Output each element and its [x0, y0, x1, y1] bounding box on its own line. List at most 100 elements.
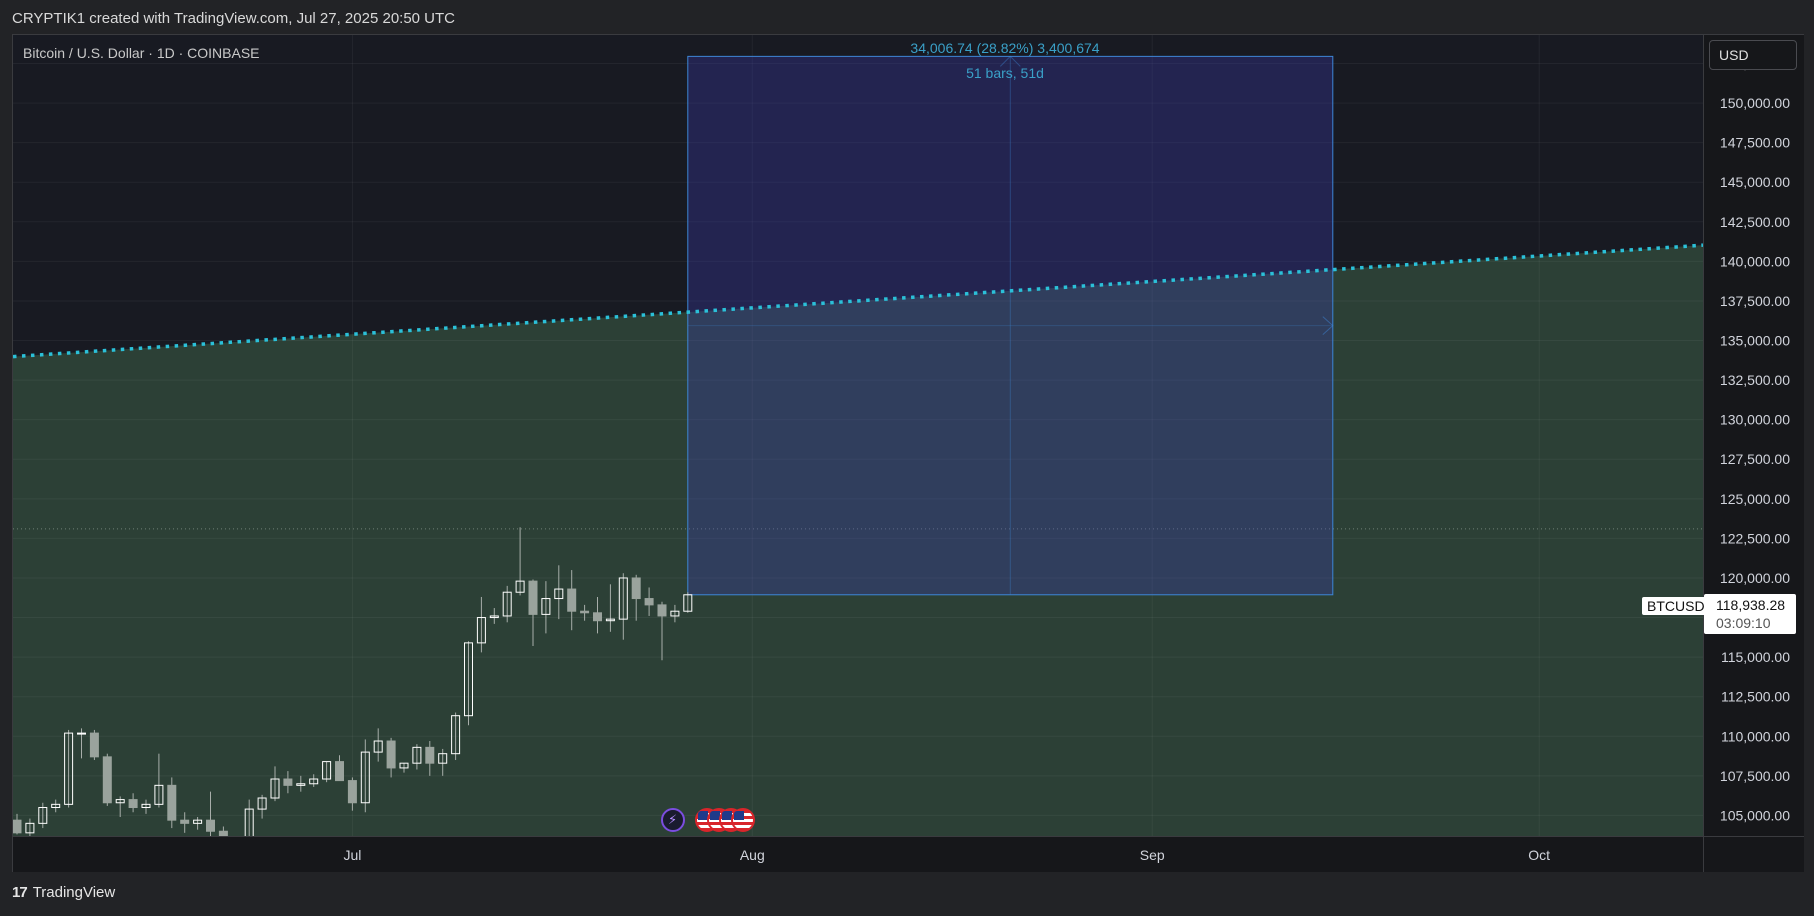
- y-tick-label: 110,000.00: [1721, 728, 1790, 744]
- candle: [580, 604, 590, 621]
- candle-body: [412, 746, 422, 764]
- candle-body: [373, 740, 383, 753]
- candle: [232, 871, 240, 916]
- candle: [154, 753, 164, 808]
- y-tick-label: 105,000.00: [1720, 807, 1790, 823]
- candle-body: [464, 642, 473, 717]
- x-tick-label: Aug: [740, 847, 765, 863]
- candle-body: [283, 778, 293, 786]
- price-axis-background: [1703, 35, 1804, 836]
- y-tick-label: 120,000.00: [1720, 570, 1790, 586]
- candle: [89, 729, 99, 761]
- candle: [128, 793, 138, 813]
- candle-body: [102, 756, 112, 804]
- measure-result-line1: 34,006.74 (28.82%) 3,400,674: [910, 40, 1100, 56]
- candle-body: [77, 732, 86, 735]
- candle-body: [115, 799, 125, 804]
- candle-body: [206, 819, 215, 832]
- candle: [167, 777, 177, 829]
- candle: [464, 641, 473, 726]
- x-tick-label: Jul: [343, 847, 361, 863]
- candle-body: [141, 803, 151, 809]
- candle: [77, 728, 86, 759]
- candle-body: [180, 819, 190, 824]
- candle-body: [618, 577, 628, 620]
- candle: [115, 796, 125, 818]
- candle-body: [593, 612, 602, 622]
- y-tick-label: 142,500.00: [1720, 214, 1790, 230]
- economic-events[interactable]: [661, 808, 761, 834]
- candle: [451, 712, 461, 761]
- candle: [141, 799, 151, 814]
- candle-body: [670, 610, 680, 617]
- candle-body: [38, 807, 48, 824]
- candle: [605, 584, 615, 632]
- candle: [64, 729, 74, 808]
- candle: [541, 581, 551, 634]
- candle: [270, 766, 280, 802]
- last-price-label: 118,938.28 03:09:10: [1704, 594, 1796, 634]
- chart-credit: CRYPTIK1 created with TradingView.com, J…: [12, 10, 456, 27]
- us-flag-icon[interactable]: [731, 808, 755, 832]
- candle-body: [154, 784, 164, 805]
- candle-body: [51, 803, 61, 809]
- candle: [322, 761, 332, 783]
- y-tick-label: 135,000.00: [1720, 333, 1790, 349]
- x-tick-label: Oct: [1528, 847, 1550, 863]
- brand-name: TradingView: [32, 884, 116, 901]
- candle-body: [89, 732, 99, 758]
- y-tick-label: 145,000.00: [1720, 174, 1790, 190]
- candle: [515, 527, 525, 596]
- candle: [631, 574, 641, 621]
- candle-body: [25, 822, 35, 834]
- candle-body: [347, 780, 357, 804]
- candle-body: [605, 618, 615, 622]
- candle: [51, 799, 61, 813]
- time-axis-background: [13, 836, 1804, 872]
- candle-body: [244, 808, 254, 836]
- candle-body: [657, 604, 667, 617]
- y-tick-label: 130,000.00: [1720, 412, 1790, 428]
- candle-body: [683, 594, 693, 612]
- candle: [412, 744, 422, 770]
- measure-arrow-head-up: [999, 55, 1021, 67]
- y-tick-label: 147,500.00: [1720, 135, 1790, 151]
- candle: [489, 608, 499, 624]
- tradingview-logo-icon: 17: [12, 884, 28, 901]
- candle-body: [438, 753, 448, 764]
- candle: [593, 596, 602, 634]
- candle: [206, 791, 215, 836]
- y-tick-label: 125,000.00: [1720, 491, 1790, 507]
- currency-button[interactable]: USD: [1709, 40, 1797, 70]
- lightning-icon[interactable]: [661, 808, 685, 832]
- candle-body: [193, 819, 203, 824]
- candle-body: [128, 799, 138, 809]
- candle: [309, 774, 319, 787]
- tradingview-brand[interactable]: 17 TradingView: [12, 884, 115, 901]
- candle-body: [360, 751, 370, 804]
- candle: [335, 755, 344, 782]
- candle-body: [399, 762, 409, 769]
- y-tick-label: 140,000.00: [1720, 253, 1790, 269]
- candle-body: [567, 588, 577, 612]
- candle-body: [476, 617, 486, 644]
- candle-body: [309, 778, 319, 785]
- candle-body: [451, 715, 461, 755]
- candle: [438, 748, 448, 776]
- candle: [102, 753, 112, 806]
- candle: [218, 826, 228, 836]
- candle: [567, 570, 577, 631]
- candle-body: [580, 610, 590, 614]
- candle: [283, 771, 293, 794]
- candle: [386, 737, 396, 778]
- bar-countdown: 03:09:10: [1716, 615, 1771, 631]
- candle: [193, 817, 203, 830]
- candle-body: [232, 879, 240, 882]
- candle: [25, 818, 35, 836]
- symbol-title[interactable]: Bitcoin / U.S. Dollar · 1D · COINBASE: [23, 45, 260, 61]
- plot-layer: [13, 35, 1703, 916]
- candle-body: [386, 740, 396, 769]
- y-tick-label: 115,000.00: [1721, 649, 1790, 665]
- candle-body: [167, 784, 177, 821]
